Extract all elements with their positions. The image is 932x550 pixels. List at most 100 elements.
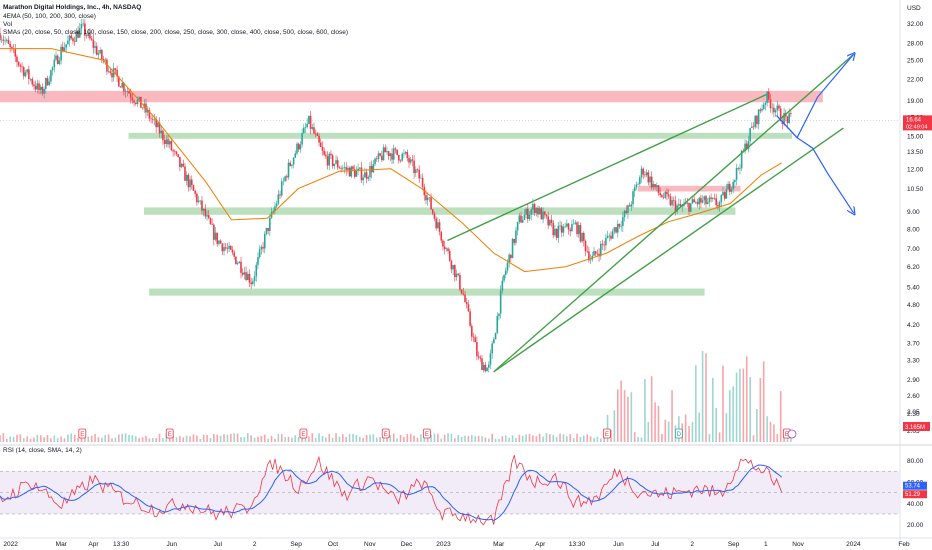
candle-body [589, 259, 592, 261]
time-axis-tick: Dec [401, 541, 413, 548]
candle-body [170, 141, 173, 151]
candle-body [106, 59, 108, 72]
volume-bar [745, 356, 748, 442]
candle-body [464, 294, 466, 303]
candle-body [554, 228, 556, 236]
candle-body [90, 38, 93, 40]
candle-body [211, 224, 213, 225]
candle-body [350, 166, 353, 177]
candle-body [370, 165, 373, 173]
earnings-marker-label: E [425, 432, 429, 438]
candle-body [409, 159, 412, 163]
candle-body [622, 217, 624, 227]
candle-body [348, 167, 351, 177]
candle-body [68, 35, 71, 41]
time-axis-tick: 2 [253, 541, 257, 548]
candle-body [192, 185, 195, 191]
candle-body [788, 113, 790, 123]
volume-bar [192, 434, 195, 442]
candle-body [560, 225, 563, 233]
price-axis-tick: 6.20 [907, 264, 920, 271]
sma-legend[interactable]: SMAs (20, close, 50, close, 100, close, … [3, 29, 349, 36]
candle-body [190, 179, 193, 186]
candle-body [452, 265, 454, 270]
candle-body [39, 86, 42, 91]
volume-bar [284, 437, 286, 442]
volume-bar [53, 435, 56, 442]
support-zone [144, 207, 736, 215]
candle-body [331, 155, 334, 167]
volume-bar [33, 437, 35, 442]
volume-bar [508, 437, 510, 442]
volume-bar [616, 389, 619, 442]
candle-body [360, 167, 363, 181]
rsi-legend[interactable]: RSI (14, close, SMA, 14, 2) [3, 447, 82, 454]
ema-legend[interactable]: 4EMA (50, 100, 200, 300, close) [3, 13, 96, 20]
candle-body [167, 139, 169, 145]
candle-body [421, 177, 424, 187]
volume-bar [321, 436, 324, 442]
volume-bar [464, 435, 466, 442]
candle-body [633, 187, 636, 192]
volume-bar [735, 372, 738, 442]
candle-body [182, 163, 185, 167]
volume-legend[interactable]: Vol [3, 21, 13, 28]
candle-body [498, 313, 500, 317]
price-axis-tick: 10.50 [907, 186, 924, 193]
candle-body [0, 39, 3, 41]
candle-body [506, 262, 509, 271]
volume-bar [460, 436, 463, 442]
candle-body [357, 168, 359, 171]
volume-bar [101, 437, 103, 442]
candle-body [642, 168, 645, 175]
candle-body [158, 122, 161, 134]
time-axis-tick: 2023 [436, 541, 451, 548]
candle-body [438, 222, 441, 232]
candle-body [387, 151, 390, 157]
volume-bar [484, 437, 487, 442]
volume-bar [216, 434, 219, 442]
candle-body [384, 147, 387, 153]
volume-bar [223, 434, 225, 442]
candle-body [353, 169, 356, 177]
volume-bar [742, 368, 745, 442]
candle-body [469, 311, 471, 326]
time-axis-tick: 13:30 [113, 541, 130, 548]
volume-bar [301, 437, 303, 442]
volume-bar [396, 438, 398, 442]
candle-body [213, 224, 215, 240]
candle-body [525, 208, 527, 215]
volume-bar [633, 432, 636, 442]
candle-body [262, 246, 264, 249]
volume-bar [555, 437, 558, 442]
candle-body [279, 194, 281, 196]
volume-bar [372, 434, 375, 442]
candle-body [613, 227, 616, 232]
volume-bar [274, 438, 276, 442]
candle-body [34, 85, 37, 90]
volume-bar [168, 436, 171, 442]
volume-bar [236, 433, 239, 442]
volume-bar [185, 435, 188, 442]
candle-body [396, 149, 398, 155]
candle-body [513, 238, 516, 243]
candle-body [46, 78, 49, 86]
volume-axis-tick: 2.05 [907, 409, 920, 416]
volume-bar [87, 436, 90, 442]
candle-body [95, 46, 98, 55]
candle-body [24, 72, 27, 77]
candle-body [326, 156, 329, 166]
volume-bar [596, 436, 599, 442]
candle-body [330, 153, 332, 156]
volume-bar [277, 434, 280, 442]
volume-bar [712, 377, 714, 442]
candle-body [70, 35, 73, 39]
candle-body [4, 40, 6, 42]
volume-bar [56, 437, 59, 442]
volume-bar [355, 435, 358, 442]
candle-body [730, 189, 733, 192]
candle-body [224, 247, 227, 249]
candle-body [603, 244, 605, 246]
volume-bar [515, 438, 517, 442]
